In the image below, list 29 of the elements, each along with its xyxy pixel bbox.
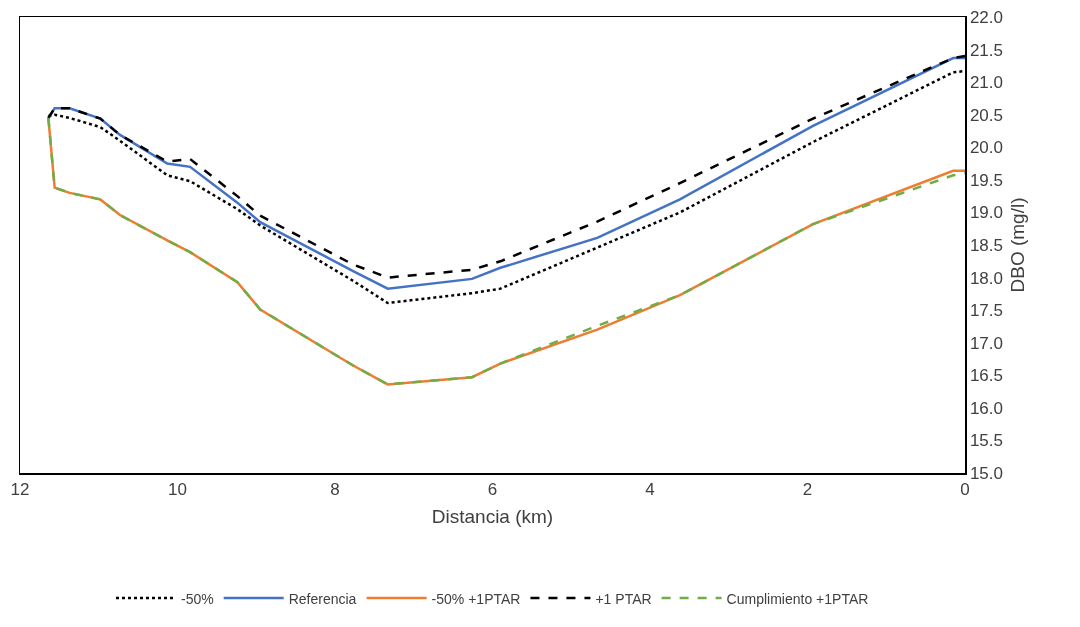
y-tick-label: 21.0	[969, 73, 1003, 93]
x-tick-label: 6	[487, 479, 498, 499]
y-tick-label: 20.0	[969, 138, 1003, 158]
y-tick-label: 18.5	[969, 235, 1003, 255]
y-tick-label: 17.5	[969, 301, 1003, 321]
y-tick-label: 17.0	[969, 333, 1003, 353]
y-tick-label: 16.0	[969, 398, 1003, 418]
y-tick-label: 22.0	[969, 7, 1003, 27]
x-tick-label: 8	[330, 479, 340, 499]
y-tick-label: 21.5	[969, 40, 1003, 60]
x-tick-label: 12	[10, 479, 30, 499]
y-tick-label: 18.0	[969, 268, 1003, 288]
y-tick-label: 15.0	[969, 463, 1003, 483]
legend-label: -50%	[181, 590, 214, 607]
y-tick-label: 16.5	[969, 366, 1003, 386]
y-axis-title: DBO (mg/l)	[1006, 197, 1028, 293]
y-tick-label: 19.0	[969, 203, 1003, 223]
x-tick-label: 0	[960, 479, 970, 499]
y-tick-label: 15.5	[969, 431, 1003, 451]
y-tick-label: 19.5	[969, 170, 1003, 190]
legend-label: -50% +1PTAR	[431, 590, 521, 607]
x-axis-title: Distancia (km)	[431, 506, 554, 528]
y-tick-label: 20.5	[969, 105, 1003, 125]
x-tick-label: 10	[168, 479, 187, 499]
x-tick-label: 2	[802, 479, 813, 499]
legend-label: Cumplimiento +1PTAR	[726, 590, 869, 607]
legend-label: +1 PTAR	[595, 590, 652, 607]
x-tick-label: 4	[645, 479, 655, 499]
legend-label: Referencia	[288, 590, 357, 607]
